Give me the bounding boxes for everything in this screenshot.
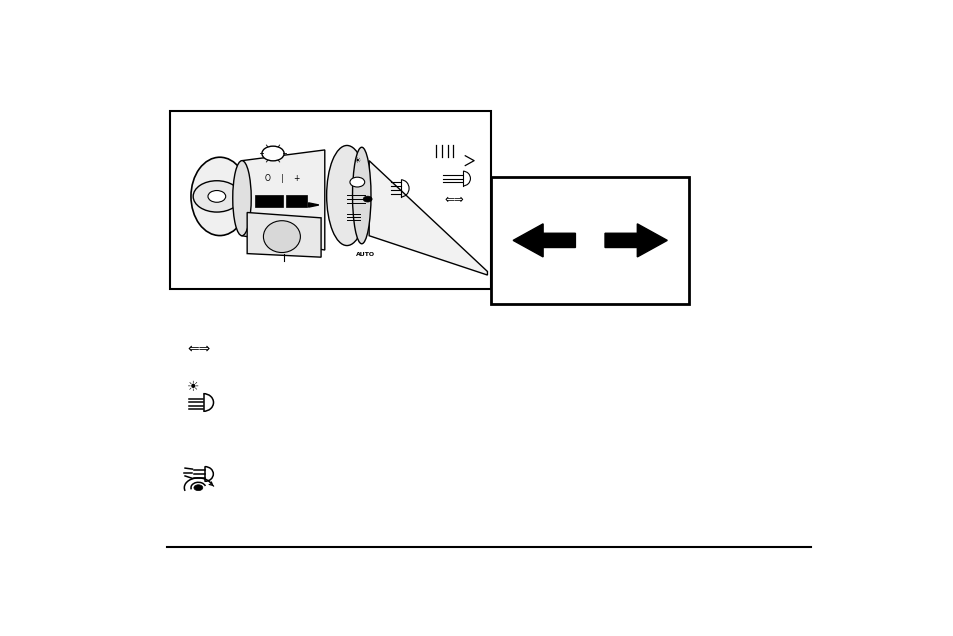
- Text: ⇐⇒: ⇐⇒: [187, 342, 211, 356]
- Text: AUTO: AUTO: [355, 252, 375, 257]
- Text: +: +: [294, 174, 299, 183]
- Polygon shape: [604, 224, 666, 257]
- Ellipse shape: [353, 148, 371, 244]
- Bar: [286, 195, 307, 207]
- Bar: [254, 195, 282, 207]
- Polygon shape: [513, 224, 575, 257]
- Text: ☀: ☀: [187, 380, 199, 394]
- Text: ☀: ☀: [354, 156, 360, 165]
- Text: O: O: [265, 174, 271, 183]
- Bar: [491, 177, 689, 304]
- Circle shape: [208, 191, 226, 202]
- Polygon shape: [308, 203, 318, 207]
- Text: ⇐⇒: ⇐⇒: [444, 193, 463, 205]
- Bar: [170, 111, 491, 289]
- Circle shape: [363, 196, 372, 202]
- Ellipse shape: [326, 146, 367, 245]
- Polygon shape: [242, 150, 324, 250]
- Circle shape: [262, 146, 284, 161]
- Ellipse shape: [233, 161, 251, 236]
- Text: |: |: [281, 174, 284, 183]
- Ellipse shape: [263, 221, 300, 252]
- Polygon shape: [369, 161, 487, 275]
- Polygon shape: [247, 212, 321, 257]
- Ellipse shape: [191, 157, 249, 235]
- Circle shape: [193, 181, 240, 212]
- Circle shape: [350, 177, 364, 187]
- Circle shape: [193, 485, 203, 490]
